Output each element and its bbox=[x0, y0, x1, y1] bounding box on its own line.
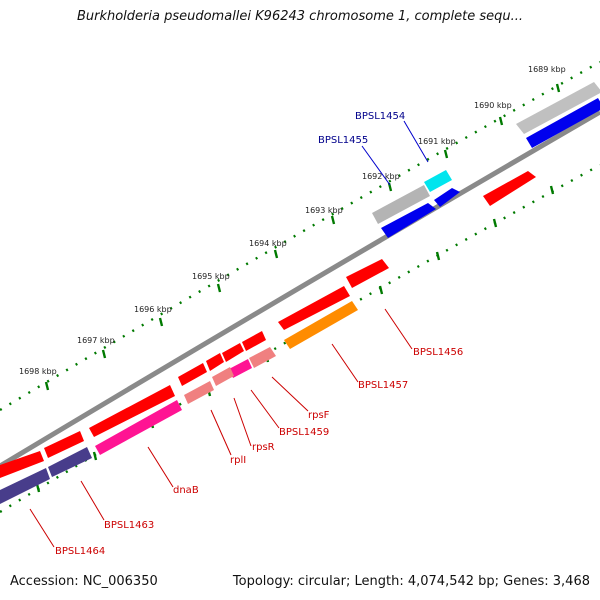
gene-label: BPSL1464 bbox=[55, 546, 105, 557]
cds-feature-grey[interactable] bbox=[516, 82, 600, 134]
outer-major-ticks bbox=[44, 83, 561, 391]
ruler-labels: 1689 kbp 1690 kbp 1691 kbp 1692 kbp 1693… bbox=[19, 65, 566, 376]
label-leaders bbox=[29, 120, 429, 548]
gene-label: rpsF bbox=[308, 410, 330, 421]
cds-feature-magenta[interactable] bbox=[229, 359, 252, 378]
kbp-label: 1693 kbp bbox=[305, 206, 343, 215]
gene-feature-red[interactable] bbox=[222, 343, 244, 362]
cds-feature-cyan[interactable] bbox=[424, 170, 452, 192]
cds-feature-purple[interactable] bbox=[0, 468, 50, 504]
outer-ruler-track bbox=[0, 60, 600, 412]
cds-feature-pink[interactable] bbox=[184, 381, 214, 404]
kbp-label: 1691 kbp bbox=[418, 137, 456, 146]
gene-label: rplI bbox=[230, 455, 246, 466]
gene-feature-red[interactable] bbox=[483, 171, 536, 206]
gene-feature-red[interactable] bbox=[346, 259, 389, 288]
gene-label: BPSL1456 bbox=[413, 347, 463, 358]
gene-feature-red[interactable] bbox=[278, 286, 350, 330]
gene-label: rpsR bbox=[252, 442, 275, 453]
kbp-label: 1689 kbp bbox=[528, 65, 566, 74]
gene-feature-red[interactable] bbox=[89, 385, 175, 437]
kbp-label: 1696 kbp bbox=[134, 305, 172, 314]
kbp-label: 1690 kbp bbox=[474, 101, 512, 110]
cds-feature-purple[interactable] bbox=[48, 447, 92, 477]
topology-text: Topology: circular; Length: 4,074,542 bp… bbox=[232, 574, 590, 589]
gene-feature-red[interactable] bbox=[206, 353, 224, 371]
forward-strand-features bbox=[372, 82, 600, 238]
cds-feature-pink[interactable] bbox=[249, 347, 276, 368]
gene-labels: BPSL1454 BPSL1455 BPSL1456 BPSL1457 rpsF… bbox=[55, 111, 463, 557]
kbp-label: 1697 kbp bbox=[77, 336, 115, 345]
gene-feature-red[interactable] bbox=[178, 363, 207, 386]
cds-feature-magenta[interactable] bbox=[95, 400, 182, 455]
gene-label: BPSL1459 bbox=[279, 427, 329, 438]
gene-label: BPSL1455 bbox=[318, 135, 368, 146]
gene-feature-red[interactable] bbox=[242, 331, 266, 351]
reverse-strand-features bbox=[0, 259, 389, 504]
kbp-label: 1692 kbp bbox=[362, 172, 400, 181]
cds-feature-grey[interactable] bbox=[372, 185, 430, 224]
gene-feature-red[interactable] bbox=[44, 431, 84, 458]
gene-label: BPSL1457 bbox=[358, 380, 408, 391]
gene-label: BPSL1463 bbox=[104, 520, 154, 531]
cds-feature-blue[interactable] bbox=[381, 203, 436, 238]
kbp-label: 1695 kbp bbox=[192, 272, 230, 281]
gene-label: BPSL1454 bbox=[355, 111, 405, 122]
chromosome-backbone bbox=[0, 109, 600, 469]
cds-feature-orange[interactable] bbox=[284, 301, 358, 349]
cds-feature-pink[interactable] bbox=[212, 367, 234, 386]
gene-label: dnaB bbox=[173, 485, 199, 496]
gene-feature-red[interactable] bbox=[0, 451, 44, 478]
kbp-label: 1698 kbp bbox=[19, 367, 57, 376]
map-title: Burkholderia pseudomallei K96243 chromos… bbox=[76, 9, 524, 24]
cds-feature-blue[interactable] bbox=[526, 98, 600, 148]
accession-text: Accession: NC_006350 bbox=[10, 574, 158, 589]
kbp-label: 1694 kbp bbox=[249, 239, 287, 248]
cds-feature-blue[interactable] bbox=[434, 188, 460, 207]
